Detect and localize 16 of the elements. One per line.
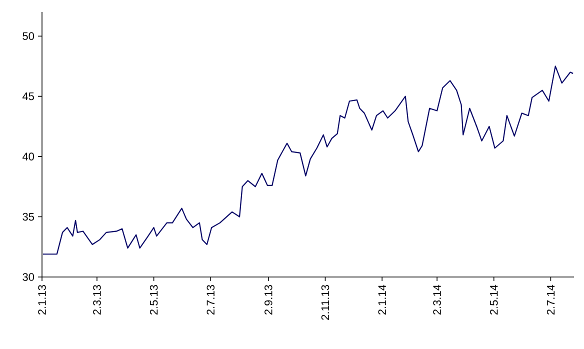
x-tick-label: 2.3.14 [433,284,441,315]
x-tick-label: 2.3.13 [93,285,101,315]
line-series [42,66,574,255]
x-tick-label: 2.7.13 [206,285,215,315]
x-tick-label: 2.5.14 [490,284,498,315]
x-tick-label: 2.9.13 [264,285,272,315]
y-tick-label: 50 [22,32,34,40]
x-tick-label: 2.1.14 [378,284,386,315]
x-tick-label: 2.11.13 [321,285,330,320]
y-tick-label: 40 [22,152,34,160]
y-tick-label: 35 [22,212,34,221]
x-tick-label: 2.7.14 [546,284,555,315]
y-tick-label: 45 [22,92,34,100]
x-tick-label: 2.5.13 [150,285,158,315]
x-tick-label: 2.1.13 [38,285,46,315]
y-tick-label: 30 [22,273,34,281]
